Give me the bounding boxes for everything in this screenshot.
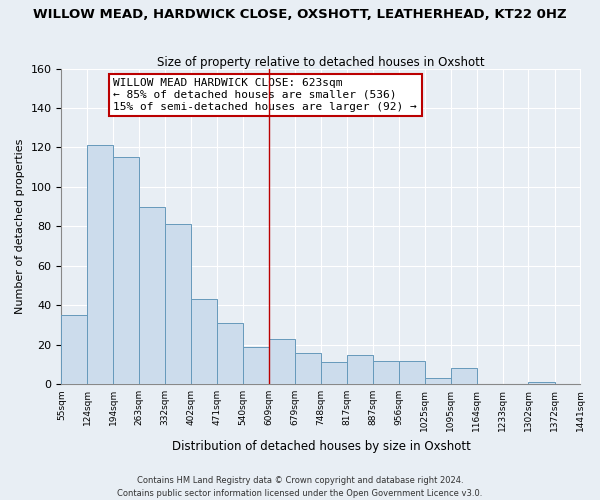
Text: Contains HM Land Registry data © Crown copyright and database right 2024.
Contai: Contains HM Land Registry data © Crown c… bbox=[118, 476, 482, 498]
Bar bbox=[113, 158, 139, 384]
Bar bbox=[425, 378, 451, 384]
Bar bbox=[243, 346, 269, 384]
Bar bbox=[295, 352, 321, 384]
Bar bbox=[87, 146, 113, 384]
Bar bbox=[529, 382, 554, 384]
Bar bbox=[347, 354, 373, 384]
Bar bbox=[451, 368, 477, 384]
Title: Size of property relative to detached houses in Oxshott: Size of property relative to detached ho… bbox=[157, 56, 485, 68]
X-axis label: Distribution of detached houses by size in Oxshott: Distribution of detached houses by size … bbox=[172, 440, 470, 452]
Bar bbox=[165, 224, 191, 384]
Bar bbox=[373, 360, 399, 384]
Bar bbox=[61, 315, 87, 384]
Bar bbox=[321, 362, 347, 384]
Bar bbox=[269, 339, 295, 384]
Bar bbox=[139, 206, 165, 384]
Bar bbox=[191, 300, 217, 384]
Bar bbox=[217, 323, 243, 384]
Text: WILLOW MEAD HARDWICK CLOSE: 623sqm
← 85% of detached houses are smaller (536)
15: WILLOW MEAD HARDWICK CLOSE: 623sqm ← 85%… bbox=[113, 78, 417, 112]
Y-axis label: Number of detached properties: Number of detached properties bbox=[15, 138, 25, 314]
Bar bbox=[399, 360, 425, 384]
Text: WILLOW MEAD, HARDWICK CLOSE, OXSHOTT, LEATHERHEAD, KT22 0HZ: WILLOW MEAD, HARDWICK CLOSE, OXSHOTT, LE… bbox=[33, 8, 567, 20]
